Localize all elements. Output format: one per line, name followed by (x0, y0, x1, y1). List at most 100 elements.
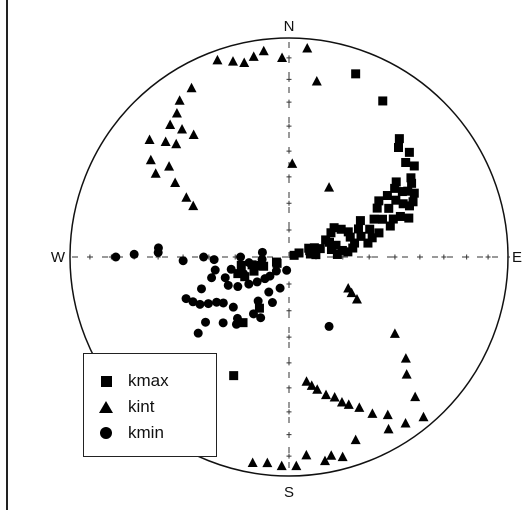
kmin-point (265, 271, 275, 281)
kint-point (160, 136, 171, 146)
axis-tick (417, 254, 423, 260)
kmax-point (332, 249, 342, 259)
axis-tick (286, 174, 292, 180)
kmin-point (193, 328, 203, 338)
kmax-point (404, 201, 414, 211)
kmax-point (356, 231, 366, 241)
axis-tick (286, 55, 292, 61)
kmax-point (336, 224, 346, 234)
kint-point (239, 57, 250, 68)
kmin-point (178, 256, 188, 266)
legend-label-kmin: kmin (128, 423, 164, 442)
kmin-point (228, 302, 238, 312)
kint-point (150, 168, 161, 178)
kmin-point (209, 255, 219, 265)
kint-point (181, 192, 192, 202)
kmax-point (391, 195, 401, 205)
west-label: W (51, 249, 66, 266)
left-frame-line (6, 0, 8, 510)
south-label: S (284, 484, 294, 501)
east-label: E (512, 249, 522, 266)
kmax-point (236, 260, 246, 270)
axis-tick (286, 453, 292, 459)
kmin-point (257, 247, 267, 257)
kmax-point (337, 245, 347, 255)
axis-tick (485, 254, 491, 260)
kmax-point (404, 147, 414, 157)
kmax-point (409, 188, 419, 198)
legend-item-kmax: kmax (84, 368, 216, 394)
kint-point (400, 353, 411, 363)
kint-point (165, 119, 176, 129)
kmax-point (377, 214, 387, 224)
kint-point (351, 293, 362, 304)
kint-point (418, 411, 429, 422)
kmax-point (353, 224, 363, 234)
kmax-point (398, 199, 408, 209)
kint-point (164, 161, 175, 171)
kmax-point (343, 227, 353, 237)
kint-point (177, 124, 188, 134)
kint-point (277, 52, 288, 63)
axis-tick (464, 254, 470, 260)
kint-point (171, 108, 182, 118)
kint-point (319, 455, 330, 466)
kmin-point (271, 266, 281, 276)
kint-point (145, 154, 156, 165)
kint-point (382, 409, 393, 420)
kmin-point (267, 298, 277, 308)
kint-point (389, 328, 400, 338)
kmax-point (403, 186, 413, 196)
kmax-point (345, 232, 355, 242)
kmax-point (378, 96, 388, 106)
kint-point (383, 423, 394, 434)
kint-point (258, 45, 269, 56)
kmax-point (326, 228, 336, 238)
circle-marker-icon (100, 427, 112, 439)
kmax-point (289, 250, 299, 260)
square-marker-icon (100, 375, 112, 387)
kint-point (367, 408, 378, 418)
kmax-point (372, 203, 382, 213)
kmax-point (259, 261, 269, 271)
kint-point (337, 451, 348, 462)
kmax-point (363, 238, 373, 248)
kint-point (144, 134, 155, 144)
kmax-point (397, 187, 407, 197)
kmin-point (218, 318, 228, 328)
kmax-point (394, 134, 404, 144)
legend-item-kmin: kmin (84, 420, 216, 446)
kmin-point (275, 283, 285, 293)
data-marks (111, 43, 429, 471)
kmin-point (195, 299, 205, 309)
kmax-point (343, 247, 353, 257)
kmax-point (309, 243, 319, 253)
kmax-point (384, 203, 394, 213)
kint-point (324, 182, 335, 192)
kmax-point (401, 158, 411, 168)
axis-tick (286, 99, 292, 105)
triangle-marker-icon (99, 401, 113, 413)
kint-point (276, 460, 287, 471)
kint-point (302, 43, 313, 53)
kint-point (188, 200, 199, 211)
kmax-point (254, 303, 264, 313)
kmax-point (272, 258, 282, 268)
kmax-point (249, 266, 259, 276)
kmax-point (321, 235, 331, 245)
kint-point (227, 56, 238, 66)
kmin-point (282, 265, 292, 275)
kmax-point (355, 216, 365, 226)
kint-point (350, 434, 361, 445)
kint-point (400, 417, 411, 428)
axis-tick (286, 76, 292, 82)
kmin-point (253, 260, 263, 270)
kint-point (188, 129, 199, 139)
kmax-point (369, 214, 379, 224)
kint-point (247, 457, 258, 468)
axis-tick (286, 200, 292, 206)
kmin-point (181, 294, 191, 304)
kmax-point (391, 177, 401, 187)
axis-tick (286, 360, 292, 366)
kmax-point (311, 250, 321, 260)
